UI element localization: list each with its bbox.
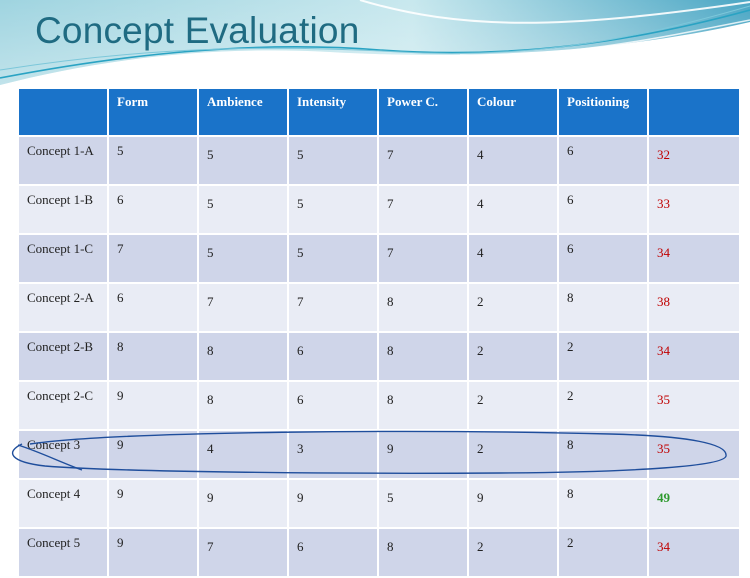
score-cell-ambience: 8 [197, 331, 289, 382]
column-header-ambience: Ambience [197, 87, 289, 137]
score-cell-intensity: 5 [287, 233, 379, 284]
score-cell-power-c: 8 [377, 282, 469, 333]
table-row: Concept 2-B 8 8 6 8 2 2 34 [17, 331, 741, 382]
score-cell-intensity: 5 [287, 135, 379, 186]
score-cell-positioning: 6 [557, 233, 649, 284]
score-cell-intensity: 7 [287, 282, 379, 333]
total-score-cell: 33 [647, 184, 741, 235]
score-cell-colour: 9 [467, 478, 559, 529]
total-score-cell: 34 [647, 331, 741, 382]
score-cell-ambience: 7 [197, 282, 289, 333]
score-cell-power-c: 7 [377, 233, 469, 284]
score-cell-power-c: 7 [377, 184, 469, 235]
score-cell-ambience: 5 [197, 184, 289, 235]
column-header-intensity: Intensity [287, 87, 379, 137]
column-header-concept [17, 87, 109, 137]
table-header-row: Form Ambience Intensity Power C. Colour … [17, 87, 741, 137]
score-cell-form: 9 [107, 527, 199, 578]
score-cell-colour: 2 [467, 282, 559, 333]
table-row: Concept 4 9 9 9 5 9 8 49 [17, 478, 741, 529]
score-cell-intensity: 6 [287, 380, 379, 431]
concept-name-cell: Concept 3 [17, 429, 109, 480]
score-cell-positioning: 8 [557, 478, 649, 529]
score-cell-positioning: 2 [557, 331, 649, 382]
total-score-cell: 34 [647, 233, 741, 284]
score-cell-colour: 2 [467, 331, 559, 382]
score-cell-intensity: 6 [287, 331, 379, 382]
concept-name-cell: Concept 1-A [17, 135, 109, 186]
table-row: Concept 5 9 7 6 8 2 2 34 [17, 527, 741, 578]
score-cell-power-c: 9 [377, 429, 469, 480]
score-cell-ambience: 5 [197, 233, 289, 284]
table-row: Concept 1-B 6 5 5 7 4 6 33 [17, 184, 741, 235]
concept-name-cell: Concept 2-B [17, 331, 109, 382]
score-cell-colour: 4 [467, 233, 559, 284]
score-cell-colour: 4 [467, 135, 559, 186]
score-cell-colour: 2 [467, 429, 559, 480]
score-cell-form: 5 [107, 135, 199, 186]
score-cell-ambience: 5 [197, 135, 289, 186]
table-row: Concept 3 9 4 3 9 2 8 35 [17, 429, 741, 480]
score-cell-form: 6 [107, 282, 199, 333]
score-cell-positioning: 8 [557, 282, 649, 333]
score-cell-power-c: 5 [377, 478, 469, 529]
total-score-cell: 35 [647, 380, 741, 431]
total-score-cell: 38 [647, 282, 741, 333]
score-cell-positioning: 6 [557, 184, 649, 235]
concept-evaluation-table: Form Ambience Intensity Power C. Colour … [17, 87, 741, 578]
column-header-total [647, 87, 741, 137]
score-cell-positioning: 2 [557, 380, 649, 431]
score-cell-intensity: 3 [287, 429, 379, 480]
score-cell-colour: 4 [467, 184, 559, 235]
score-cell-positioning: 2 [557, 527, 649, 578]
total-score-cell: 34 [647, 527, 741, 578]
total-score-cell: 49 [647, 478, 741, 529]
table-row: Concept 2-C 9 8 6 8 2 2 35 [17, 380, 741, 431]
score-cell-form: 9 [107, 429, 199, 480]
concept-name-cell: Concept 5 [17, 527, 109, 578]
score-cell-form: 8 [107, 331, 199, 382]
score-cell-intensity: 9 [287, 478, 379, 529]
score-cell-power-c: 8 [377, 380, 469, 431]
score-cell-form: 7 [107, 233, 199, 284]
score-cell-ambience: 9 [197, 478, 289, 529]
table-row: Concept 1-A 5 5 5 7 4 6 32 [17, 135, 741, 186]
score-cell-form: 9 [107, 478, 199, 529]
score-cell-power-c: 8 [377, 527, 469, 578]
table-row: Concept 2-A 6 7 7 8 2 8 38 [17, 282, 741, 333]
score-cell-power-c: 8 [377, 331, 469, 382]
concept-name-cell: Concept 1-C [17, 233, 109, 284]
score-cell-ambience: 4 [197, 429, 289, 480]
slide-title: Concept Evaluation [35, 10, 360, 51]
score-cell-positioning: 8 [557, 429, 649, 480]
score-cell-colour: 2 [467, 380, 559, 431]
score-cell-power-c: 7 [377, 135, 469, 186]
score-cell-form: 6 [107, 184, 199, 235]
total-score-cell: 32 [647, 135, 741, 186]
column-header-power-c: Power C. [377, 87, 469, 137]
concept-name-cell: Concept 2-C [17, 380, 109, 431]
score-cell-ambience: 8 [197, 380, 289, 431]
concept-name-cell: Concept 1-B [17, 184, 109, 235]
score-cell-intensity: 5 [287, 184, 379, 235]
total-score-cell: 35 [647, 429, 741, 480]
column-header-form: Form [107, 87, 199, 137]
score-cell-form: 9 [107, 380, 199, 431]
concept-name-cell: Concept 4 [17, 478, 109, 529]
concept-name-cell: Concept 2-A [17, 282, 109, 333]
score-cell-colour: 2 [467, 527, 559, 578]
table-row: Concept 1-C 7 5 5 7 4 6 34 [17, 233, 741, 284]
score-cell-positioning: 6 [557, 135, 649, 186]
score-cell-ambience: 7 [197, 527, 289, 578]
score-cell-intensity: 6 [287, 527, 379, 578]
header-wave-decoration [0, 0, 750, 85]
column-header-positioning: Positioning [557, 87, 649, 137]
column-header-colour: Colour [467, 87, 559, 137]
